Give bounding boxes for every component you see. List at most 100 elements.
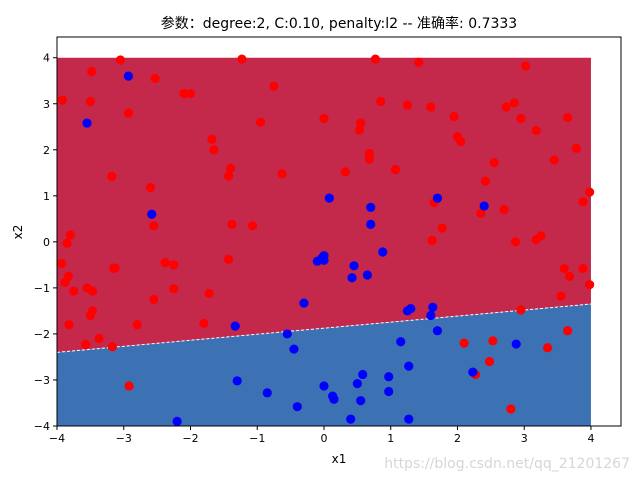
red-data-point [520,61,531,71]
blue-data-point [282,329,292,339]
red-data-point [354,125,364,135]
data-points [57,54,595,426]
blue-data-point [232,376,242,386]
red-data-point [69,286,79,296]
red-data-point [563,112,573,123]
red-data-point [578,197,588,207]
red-data-point [179,89,189,99]
red-data-point [145,182,156,193]
red-data-point [476,208,486,218]
red-data-point [65,230,75,240]
x-tick-label: −2 [182,432,198,445]
red-data-point [571,143,581,154]
red-data-point [531,125,541,136]
red-data-point [169,284,179,294]
red-data-point [227,219,237,229]
red-data-point [559,263,569,274]
red-data-point [585,280,595,290]
blue-data-point [511,339,521,349]
blue-data-point [262,388,272,398]
red-data-point [107,342,117,352]
blue-data-point [396,337,406,347]
blue-data-point [82,118,92,128]
upper-class-region [57,57,591,353]
y-tick-label: −3 [34,374,50,387]
red-data-point [132,320,142,330]
x-axis-label: x1 [332,452,347,466]
red-data-point [501,102,511,112]
red-data-point [209,145,219,155]
red-data-point [542,343,553,353]
x-tick-label: 1 [387,432,394,445]
blue-data-point [230,321,240,331]
y-tick-label: 0 [43,236,50,249]
red-data-point [549,155,559,165]
red-data-point [585,187,595,197]
red-data-point [207,134,217,144]
red-data-point [340,167,350,177]
y-tick-label: −4 [34,420,50,433]
red-data-point [556,291,566,301]
x-tick-label: −3 [116,432,132,445]
red-data-point [509,98,519,108]
red-data-point [85,310,95,321]
red-data-point [107,171,117,182]
red-data-point [81,339,91,350]
red-data-point [563,326,573,336]
blue-data-point [426,310,436,321]
y-tick-label: 2 [43,144,50,157]
red-data-point [87,66,97,77]
red-data-point [489,158,499,168]
watermark-text: https://blog.csdn.net/qq_21201267 [384,456,630,472]
red-data-point [64,320,74,330]
red-data-point [149,294,159,305]
red-data-point [160,257,170,268]
red-data-point [185,89,196,99]
red-data-point [225,163,236,173]
red-data-point [390,164,400,175]
red-data-point [565,271,575,281]
red-data-point [516,305,526,315]
blue-data-point [346,414,356,424]
blue-data-point [362,270,372,280]
red-data-point [123,108,134,118]
red-data-point [459,338,469,348]
blue-data-point [432,326,443,336]
blue-data-point [292,402,302,412]
x-tick-label: 0 [320,432,327,445]
red-data-point [488,336,498,346]
blue-data-point [289,344,299,354]
plot-frame [56,36,622,427]
red-data-point [204,288,214,299]
red-data-point [499,205,509,215]
y-tick-label: −1 [34,282,50,295]
blue-data-point [428,302,438,312]
blue-data-point [352,379,362,389]
blue-data-point [366,202,376,212]
red-data-point [149,221,159,231]
red-data-point [247,221,258,231]
blue-data-point [479,201,489,211]
red-data-point [94,333,104,344]
blue-data-point [356,396,366,406]
red-data-point [57,258,67,269]
blue-data-point [404,414,414,424]
blue-data-point [404,361,414,371]
red-data-point [237,54,247,64]
y-axis-ticks: −4 −3 −2 −1 0 1 2 3 4 [34,52,57,433]
red-data-point [60,277,70,287]
blue-data-point [349,261,359,271]
decision-regions [56,57,592,426]
blue-data-point [317,253,327,263]
red-data-point [402,100,413,110]
red-data-point [578,263,588,274]
red-data-point [169,260,179,270]
x-tick-label: −4 [49,432,65,445]
blue-data-point [468,367,478,377]
blue-data-point [406,304,416,314]
blue-data-point [329,394,339,404]
red-data-point [531,234,541,245]
blue-data-point [123,71,134,81]
y-tick-label: −2 [34,328,50,341]
